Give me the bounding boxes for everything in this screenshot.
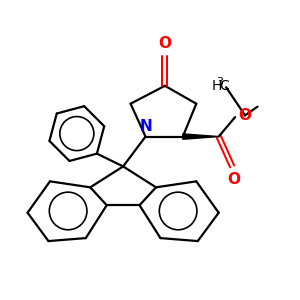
Text: 3: 3 [216,77,223,87]
Text: O: O [158,36,171,51]
Text: O: O [239,108,252,123]
Text: H: H [211,79,222,93]
Text: C: C [220,79,229,93]
Polygon shape [183,134,219,139]
Text: O: O [227,172,240,188]
Text: N: N [139,119,152,134]
